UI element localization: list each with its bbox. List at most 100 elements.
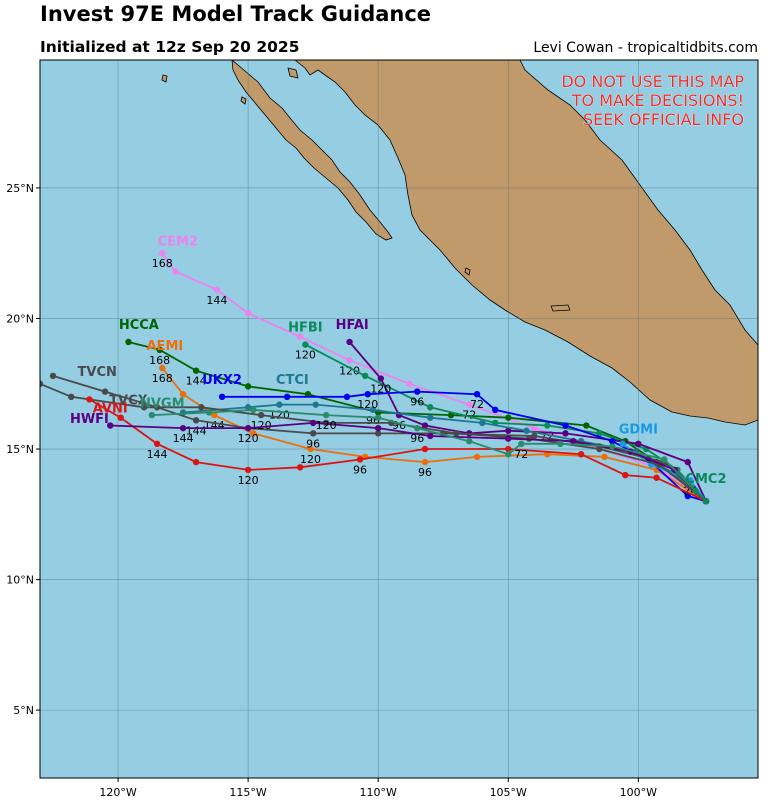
model-name-label: HFBI xyxy=(288,321,323,336)
track-point xyxy=(244,424,252,432)
track-point xyxy=(213,286,221,293)
track-point xyxy=(557,440,564,448)
track-point xyxy=(218,393,226,401)
track-point xyxy=(179,390,187,398)
track-point xyxy=(687,477,694,484)
track-point xyxy=(684,458,691,466)
island-small-3 xyxy=(550,304,571,312)
track-point xyxy=(377,375,384,382)
track-point xyxy=(505,451,512,458)
track-point xyxy=(453,430,460,437)
track-point xyxy=(505,445,512,453)
island-small-2 xyxy=(240,96,247,105)
model-name-label: GDMI xyxy=(619,422,658,437)
forecast-hour-label: 96 xyxy=(353,463,367,476)
track-point xyxy=(304,390,312,398)
forecast-hour-label: 120 xyxy=(357,398,378,411)
forecast-hour-label: 168 xyxy=(152,372,173,385)
track-point xyxy=(609,437,616,445)
track-point xyxy=(125,338,132,346)
track-point xyxy=(492,406,499,414)
model-name-label: TVCN xyxy=(78,365,117,380)
model-name-label: TVCX xyxy=(109,394,148,409)
track-point xyxy=(244,466,252,474)
track-point xyxy=(583,422,590,429)
track-point xyxy=(374,430,382,437)
track-point xyxy=(296,333,304,340)
track-point xyxy=(211,411,218,419)
model-name-label: UKX2 xyxy=(202,373,242,388)
track-point xyxy=(309,419,317,427)
track-point xyxy=(596,430,603,437)
track-point xyxy=(661,456,668,463)
track-point xyxy=(531,424,538,432)
lat-tick-label: 10°N xyxy=(6,574,34,587)
track-point xyxy=(140,404,148,411)
baja-california xyxy=(231,60,393,241)
forecast-hour-label: 120 xyxy=(370,383,391,396)
model-name-label: AVNI xyxy=(93,401,128,416)
track-line xyxy=(40,382,707,502)
forecast-hour-label: 168 xyxy=(152,257,173,270)
track-point xyxy=(244,404,252,411)
mainland-mexico xyxy=(232,60,758,426)
track-point xyxy=(479,419,486,427)
track-line xyxy=(183,403,707,502)
model-name-label: HCCA xyxy=(119,318,159,333)
forecast-hour-label: 72 xyxy=(514,448,528,461)
forecast-hour-label: 120 xyxy=(339,364,360,377)
track-line xyxy=(52,375,707,502)
land-layer xyxy=(161,60,758,426)
track-point xyxy=(577,451,585,458)
track-point xyxy=(250,406,257,414)
warning-line: TO MAKE DECISIONS! xyxy=(571,91,744,110)
track-point xyxy=(192,367,200,374)
track-avni: 96 120 144 AVNI xyxy=(86,396,710,505)
forecast-hour-label: 144 xyxy=(147,448,168,461)
track-point xyxy=(692,487,699,494)
track-point xyxy=(198,404,205,411)
track-point xyxy=(518,440,525,448)
forecast-hour-label: 96 xyxy=(410,432,424,445)
track-point xyxy=(466,437,473,445)
track-point xyxy=(635,440,642,448)
island-small-4 xyxy=(464,267,471,276)
lat-tick-label: 25°N xyxy=(6,182,34,195)
forecast-hour-label: 144 xyxy=(186,375,207,388)
track-point xyxy=(505,435,512,442)
track-point xyxy=(343,393,351,401)
track-point xyxy=(172,268,179,275)
track-line xyxy=(348,341,707,502)
track-point xyxy=(153,440,161,448)
track-point xyxy=(244,383,252,390)
track-point xyxy=(523,427,530,434)
forecast-hour-label: 144 xyxy=(173,432,194,445)
track-point xyxy=(148,411,156,419)
track-point xyxy=(346,357,353,364)
model-name-label: HFAI xyxy=(336,318,369,333)
track-point xyxy=(244,310,252,317)
track-nvgm: 72 96 120 NVGM xyxy=(140,396,710,505)
map-title: Invest 97E Model Track Guidance xyxy=(40,2,432,26)
track-point xyxy=(159,250,166,257)
track-point xyxy=(601,453,608,461)
track-point xyxy=(427,432,434,440)
track-point xyxy=(49,372,57,380)
lat-tick-label: 5°N xyxy=(13,704,34,717)
island-small-1 xyxy=(161,74,168,83)
forecast-hour-label: 120 xyxy=(295,349,316,362)
track-point xyxy=(322,411,330,419)
track-point xyxy=(250,430,257,437)
forecast-hour-label: 24 xyxy=(683,484,697,497)
track-point xyxy=(101,388,109,395)
model-name-label: CTCI xyxy=(276,373,309,388)
lon-tick-label: 105°W xyxy=(490,786,527,799)
track-point xyxy=(159,364,166,372)
track-hwfi: 144 HWFI xyxy=(70,412,710,505)
model-name-label: CEM2 xyxy=(158,234,198,249)
track-point xyxy=(179,424,187,432)
track-point xyxy=(192,458,200,466)
track-point xyxy=(421,445,429,453)
